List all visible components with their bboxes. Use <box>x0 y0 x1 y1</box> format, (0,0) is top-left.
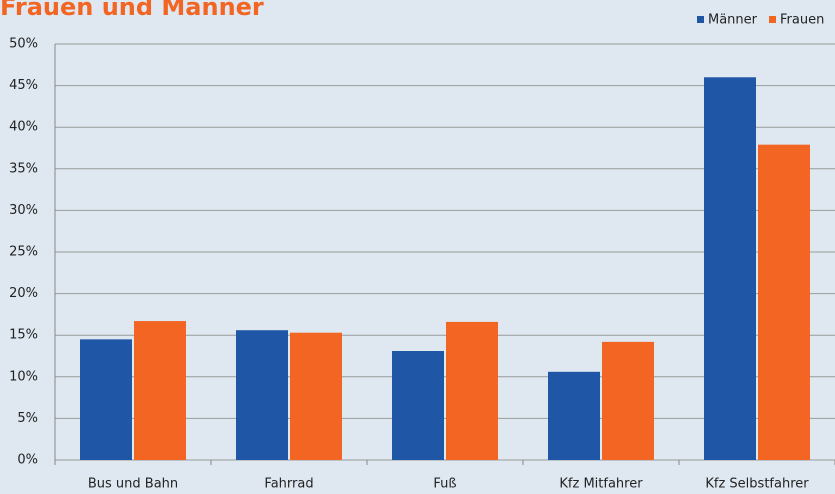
bar <box>392 351 444 460</box>
x-tick-label: Fahrrad <box>264 477 313 492</box>
legend-swatch <box>697 16 704 23</box>
legend-label: Frauen <box>780 13 824 28</box>
bar <box>548 371 600 460</box>
y-tick-label: 15% <box>9 328 38 343</box>
bar <box>236 330 288 460</box>
bar <box>704 77 756 460</box>
x-tick-label: Kfz Mitfahrer <box>559 477 643 492</box>
y-tick-label: 50% <box>9 37 38 52</box>
y-tick-label: 20% <box>9 286 38 301</box>
y-tick-label: 25% <box>9 245 38 260</box>
bar <box>80 339 132 460</box>
bar <box>758 144 810 460</box>
y-tick-label: 35% <box>9 161 38 176</box>
bar <box>446 321 498 460</box>
bar <box>134 321 186 460</box>
y-tick-label: 10% <box>9 369 38 384</box>
y-tick-label: 5% <box>17 411 38 426</box>
legend-swatch <box>769 16 777 23</box>
bar <box>602 341 654 460</box>
x-tick-label: Bus und Bahn <box>88 477 178 492</box>
chart-title: Frauen und Männer <box>0 0 264 21</box>
x-tick-label: Fuß <box>433 477 456 492</box>
y-tick-label: 40% <box>9 120 38 135</box>
y-tick-label: 45% <box>9 78 38 93</box>
y-tick-label: 0% <box>17 453 38 468</box>
y-tick-label: 30% <box>9 203 38 218</box>
legend-label: Männer <box>708 13 758 28</box>
bar <box>290 332 342 460</box>
x-tick-label: Kfz Selbstfahrer <box>705 477 809 492</box>
